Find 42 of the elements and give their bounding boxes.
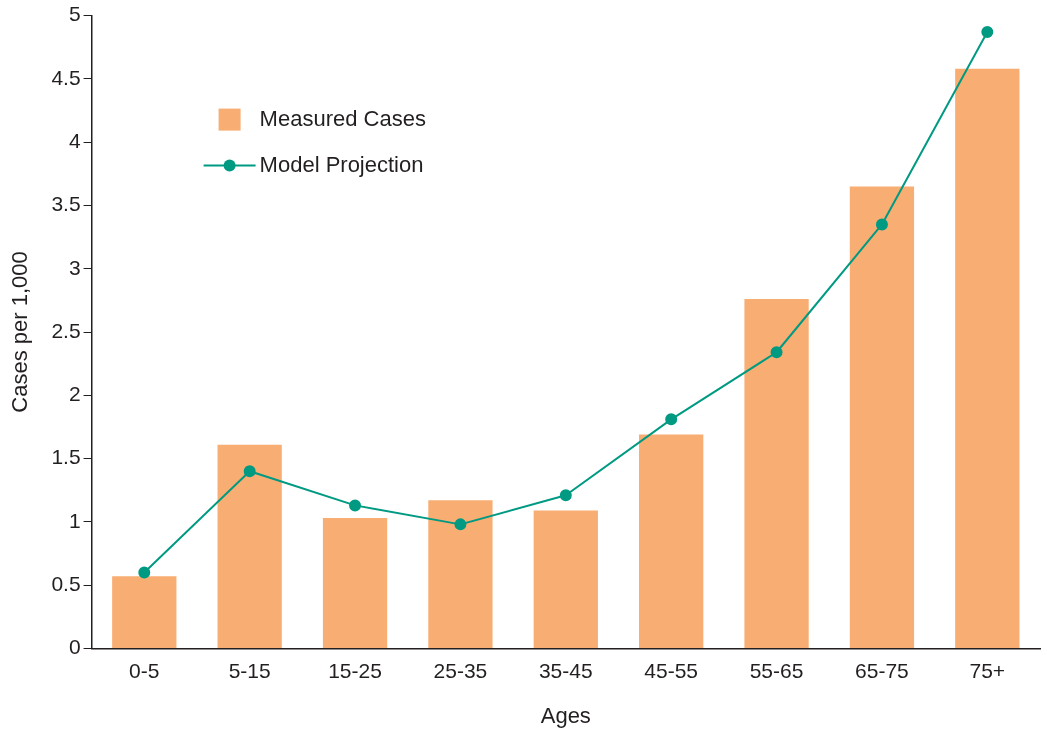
y-tick-label: 2 (68, 382, 81, 406)
x-tick-label: 35-45 (538, 658, 593, 682)
x-tick-label: 45-55 (644, 658, 699, 682)
bar (639, 434, 704, 648)
point (243, 465, 256, 478)
y-tick-label: 0.5 (51, 571, 81, 595)
bar (849, 186, 915, 648)
y-tick-label: 3 (68, 255, 81, 279)
point (665, 413, 678, 426)
point (770, 346, 783, 359)
legend-label: Model Projection (259, 151, 424, 177)
y-tick-label: 5 (68, 2, 81, 26)
y-tick-label: 4 (68, 128, 81, 152)
bar (744, 299, 809, 648)
bar (955, 68, 1020, 648)
x-tick-label: 75+ (969, 658, 1006, 682)
y-axis-title: Cases per 1,000 (7, 251, 33, 413)
bar (217, 444, 282, 648)
y-tick-label: 4.5 (51, 65, 81, 89)
point (875, 218, 888, 231)
point (349, 499, 362, 512)
y-tick-label: 1.5 (51, 445, 81, 469)
x-tick-label: 15-25 (328, 658, 382, 682)
bar (533, 510, 598, 648)
legend-label: Measured Cases (259, 105, 426, 131)
point (454, 518, 467, 531)
x-tick-label: 5-15 (228, 658, 271, 682)
x-tick-label: 55-65 (749, 658, 804, 682)
bar (112, 576, 177, 648)
point (138, 566, 151, 579)
x-tick-label: 65-75 (855, 658, 909, 682)
bar (428, 500, 493, 648)
y-tick-label: 2.5 (51, 318, 81, 342)
point (559, 489, 572, 502)
x-tick-label: 0-5 (129, 658, 160, 682)
y-tick-label: 3.5 (51, 192, 81, 216)
bar (322, 518, 388, 648)
x-tick-label: 25-35 (433, 658, 488, 682)
x-axis-title: Ages (540, 702, 591, 728)
y-tick-label: 1 (68, 508, 81, 532)
point (981, 26, 994, 39)
y-tick-label: 0 (68, 635, 81, 659)
